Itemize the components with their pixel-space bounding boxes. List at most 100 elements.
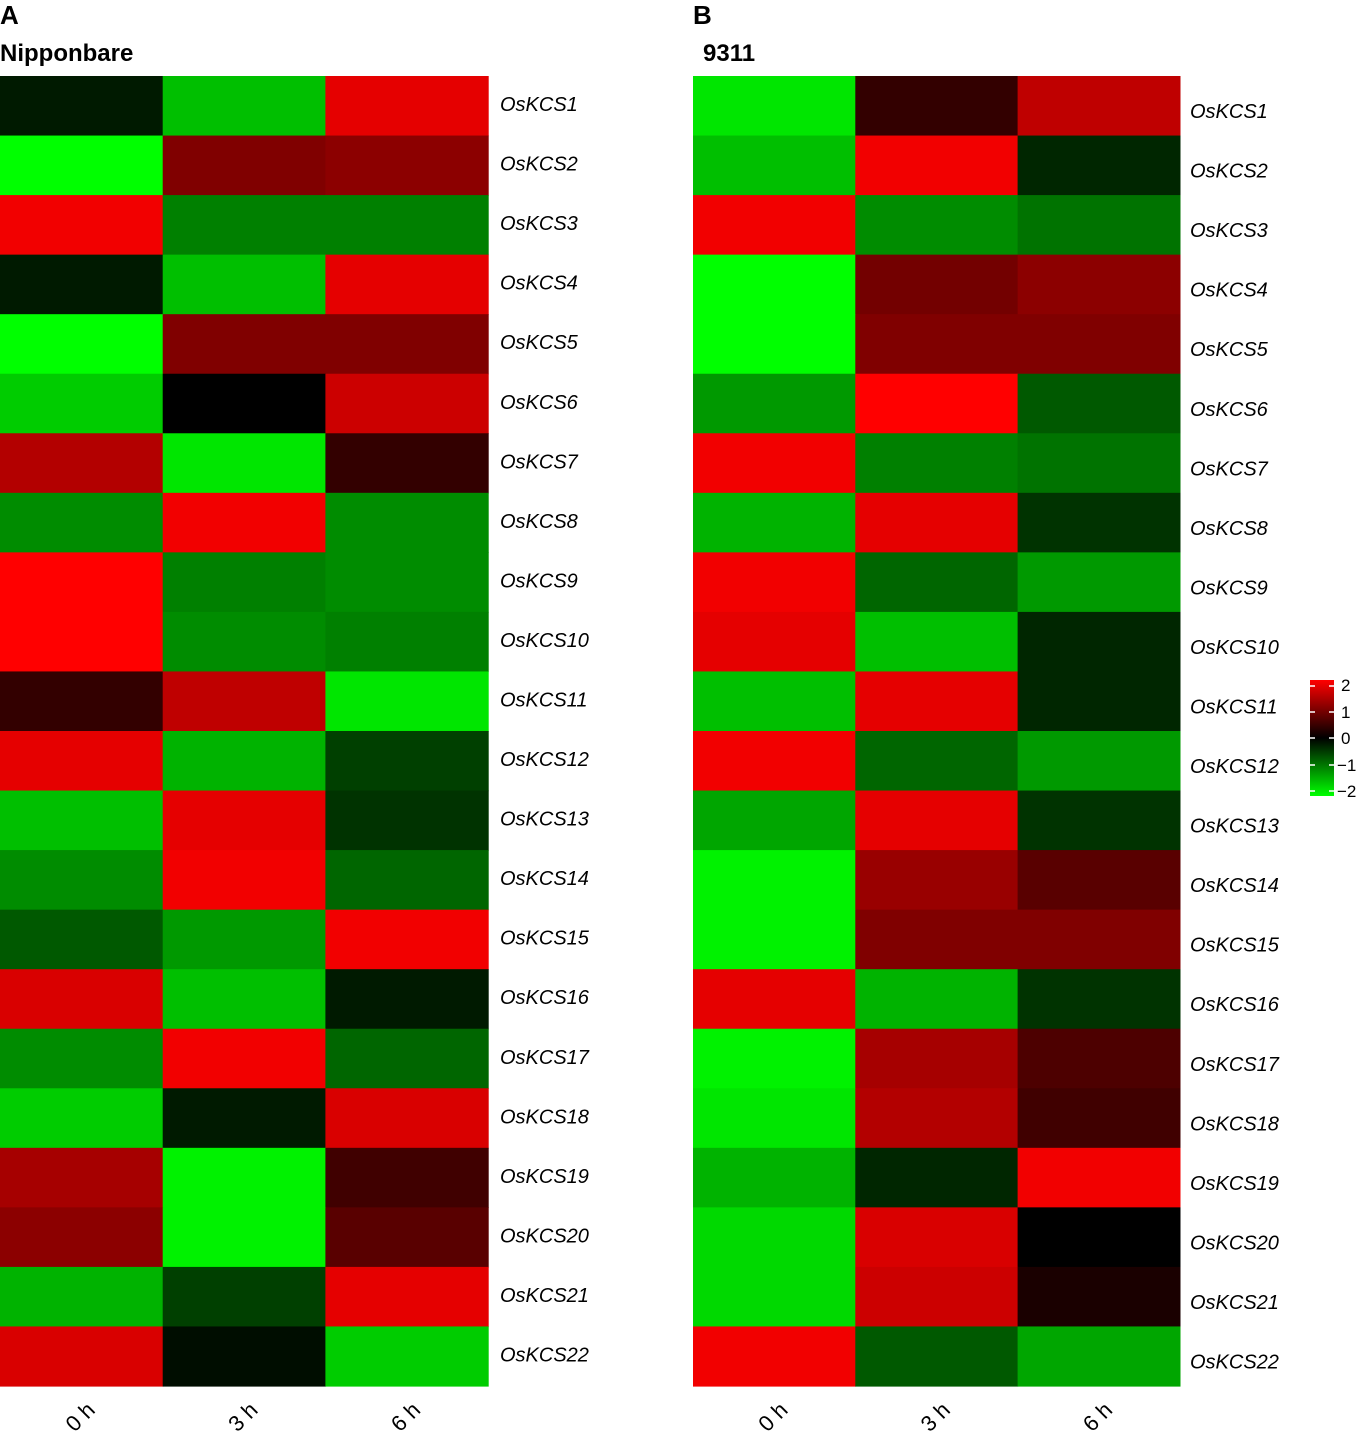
heatmap-cell	[0, 671, 164, 732]
heatmap-cell	[1017, 1326, 1181, 1387]
gene-row-label: OsKCS19	[500, 1166, 589, 1188]
heatmap-cell	[693, 1207, 856, 1268]
heatmap-cell	[855, 373, 1019, 434]
heatmap-cell	[693, 790, 856, 851]
heatmap-cell	[325, 1028, 489, 1089]
gene-row-label: OsKCS3	[500, 213, 578, 235]
heatmap-cell	[162, 909, 326, 970]
gene-row-label: OsKCS16	[1190, 994, 1280, 1016]
gene-row-label: OsKCS13	[1190, 816, 1279, 838]
heatmap-cell	[1017, 1266, 1181, 1328]
heatmap-cell	[325, 1207, 489, 1268]
heatmap-cell	[325, 671, 489, 732]
heatmap-cell	[693, 1326, 856, 1387]
gene-row-label: OsKCS6	[500, 392, 579, 414]
legend-tick-0: 0	[1341, 729, 1350, 748]
heatmap-cell	[855, 671, 1019, 732]
heatmap-cell	[855, 76, 1019, 137]
gene-row-label: OsKCS15	[1190, 935, 1280, 957]
heatmap-cell	[325, 1088, 489, 1149]
heatmap-cell	[325, 314, 489, 375]
gene-row-label: OsKCS15	[500, 928, 590, 950]
gene-row-label: OsKCS6	[1190, 399, 1269, 421]
heatmap-cell	[162, 731, 326, 792]
heatmap-cell	[1017, 314, 1181, 375]
heatmap-cell	[0, 552, 164, 613]
time-column-label: 3 h	[916, 1397, 955, 1432]
heatmap-cell	[855, 909, 1019, 970]
gene-row-label: OsKCS17	[500, 1047, 590, 1069]
heatmap-cell	[693, 492, 856, 553]
heatmap-cell	[855, 850, 1019, 911]
heatmap-cell	[162, 969, 326, 1030]
heatmap-cell	[325, 909, 489, 970]
gene-row-label: OsKCS8	[1190, 518, 1268, 540]
heatmap-cell	[1017, 611, 1181, 673]
heatmap-cell	[693, 731, 856, 792]
gene-row-label: OsKCS16	[500, 987, 590, 1009]
heatmap-cell	[0, 1326, 164, 1387]
heatmap-cell	[693, 373, 856, 434]
heatmap-cell	[325, 969, 489, 1030]
heatmap-cell	[325, 850, 489, 911]
gene-row-label: OsKCS7	[1190, 458, 1269, 480]
heatmap-cell	[162, 790, 326, 851]
heatmap-cell	[693, 969, 856, 1030]
heatmap-cell	[162, 850, 326, 911]
heatmap-cell	[325, 195, 489, 256]
gene-row-label: OsKCS5	[500, 332, 579, 354]
gene-row-label: OsKCS10	[1190, 637, 1279, 659]
heatmap-cell	[325, 433, 489, 494]
heatmap-cell	[855, 731, 1019, 792]
heatmap-cell	[162, 1088, 326, 1149]
panel-b-letter: B	[693, 0, 712, 30]
heatmap-cell	[0, 850, 164, 911]
gene-row-label: OsKCS18	[500, 1106, 589, 1128]
gene-row-label: OsKCS3	[1190, 220, 1268, 242]
gene-row-label: OsKCS9	[500, 570, 578, 592]
heatmap-cell	[0, 314, 164, 375]
heatmap-cell	[162, 1028, 326, 1089]
gene-row-label: OsKCS20	[1190, 1232, 1279, 1254]
gene-row-label: OsKCS11	[500, 690, 587, 712]
heatmap-cell	[0, 195, 164, 256]
heatmap-cell	[1017, 135, 1181, 196]
gene-row-label: OsKCS1	[1190, 101, 1268, 123]
heatmap-cell	[0, 135, 164, 196]
heatmap-cell	[325, 731, 489, 792]
heatmap-cell	[325, 1266, 489, 1328]
gene-row-label: OsKCS7	[500, 451, 579, 473]
heatmap-cell	[162, 671, 326, 732]
heatmap-cell	[1017, 195, 1181, 256]
heatmap-cell	[693, 254, 856, 315]
heatmap-cell	[162, 1207, 326, 1268]
heatmap-cell	[1017, 1028, 1181, 1089]
heatmap-cell	[0, 433, 164, 494]
heatmap-cell	[162, 1326, 326, 1387]
heatmap-cell	[1017, 373, 1181, 434]
gene-row-label: OsKCS13	[500, 809, 589, 831]
heatmap-cell	[693, 76, 856, 137]
heatmap-cell	[693, 671, 856, 732]
gene-row-label: OsKCS17	[1190, 1054, 1280, 1076]
heatmap-cell	[0, 254, 164, 315]
heatmap-cell	[855, 492, 1019, 553]
heatmap-cell	[162, 1266, 326, 1328]
gene-row-label: OsKCS10	[500, 630, 589, 652]
legend-tick-1: 1	[1341, 703, 1350, 722]
heatmap-cell	[855, 195, 1019, 256]
heatmap-cell	[325, 492, 489, 553]
heatmap-cell	[325, 76, 489, 137]
heatmap-cell	[693, 850, 856, 911]
gene-row-label: OsKCS22	[1190, 1352, 1279, 1374]
gene-row-label: OsKCS11	[1190, 697, 1277, 719]
heatmap-cell	[325, 611, 489, 673]
heatmap-cell	[693, 195, 856, 256]
gene-row-label: OsKCS5	[1190, 339, 1269, 361]
heatmap-cell	[325, 1147, 489, 1208]
heatmap-cell	[855, 552, 1019, 613]
heatmap-cell	[162, 135, 326, 196]
heatmap-cell	[0, 1207, 164, 1268]
gene-row-label: OsKCS2	[1190, 161, 1268, 183]
